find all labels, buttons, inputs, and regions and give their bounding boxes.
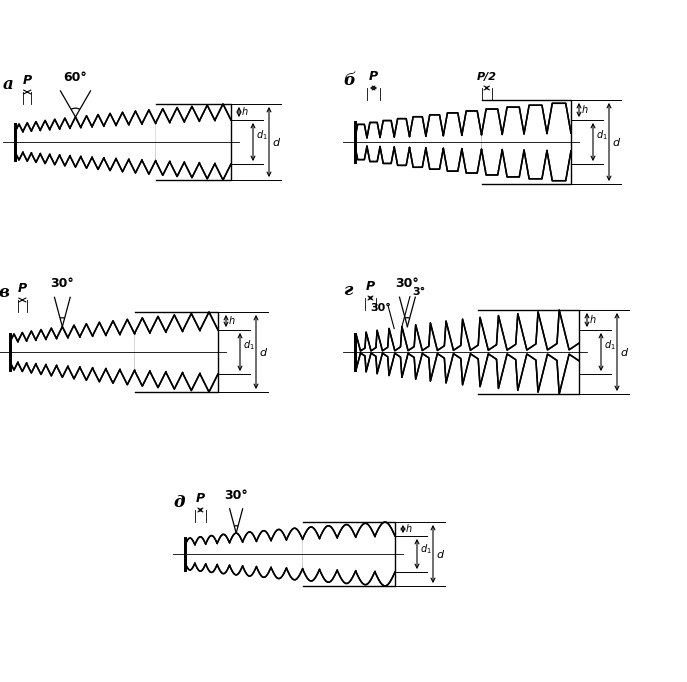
Text: h: h	[406, 524, 412, 534]
Bar	[303, 522, 395, 586]
Text: $d$: $d$	[259, 346, 268, 358]
Text: h: h	[229, 316, 235, 326]
Text: $d$: $d$	[612, 136, 621, 148]
Text: 30°: 30°	[50, 278, 74, 291]
Text: 30°: 30°	[396, 277, 419, 291]
Polygon shape	[478, 310, 579, 394]
Text: 60°: 60°	[64, 71, 87, 84]
Text: в: в	[0, 284, 9, 301]
Bar	[135, 312, 218, 392]
Text: 3°: 3°	[412, 286, 425, 297]
Bar	[156, 104, 231, 180]
Polygon shape	[303, 522, 395, 586]
Polygon shape	[135, 312, 218, 392]
Text: 30°: 30°	[370, 303, 391, 313]
Text: P: P	[23, 74, 32, 87]
Text: $d_1$: $d_1$	[420, 542, 432, 556]
Text: а: а	[3, 76, 14, 93]
Text: $d$: $d$	[436, 548, 445, 560]
Text: $d_1$: $d_1$	[596, 128, 608, 143]
Text: б: б	[343, 72, 355, 89]
Text: 30°: 30°	[224, 489, 248, 502]
Text: $d_1$: $d_1$	[604, 338, 616, 353]
Text: P: P	[18, 282, 27, 295]
Text: $d$: $d$	[272, 136, 281, 148]
Polygon shape	[482, 103, 571, 181]
Bar	[478, 310, 579, 394]
Text: г: г	[343, 282, 352, 299]
Text: h: h	[590, 315, 596, 325]
Text: $d_1$: $d_1$	[256, 128, 268, 143]
Text: h: h	[242, 107, 248, 117]
Text: д: д	[173, 494, 185, 511]
Text: P: P	[366, 280, 375, 293]
Text: $d_1$: $d_1$	[243, 338, 255, 353]
Text: h: h	[582, 105, 588, 115]
Polygon shape	[156, 104, 231, 180]
Bar	[482, 100, 571, 184]
Text: P: P	[369, 70, 378, 83]
Text: P: P	[196, 492, 205, 505]
Text: P/2: P/2	[477, 72, 497, 82]
Text: $d$: $d$	[620, 346, 629, 358]
